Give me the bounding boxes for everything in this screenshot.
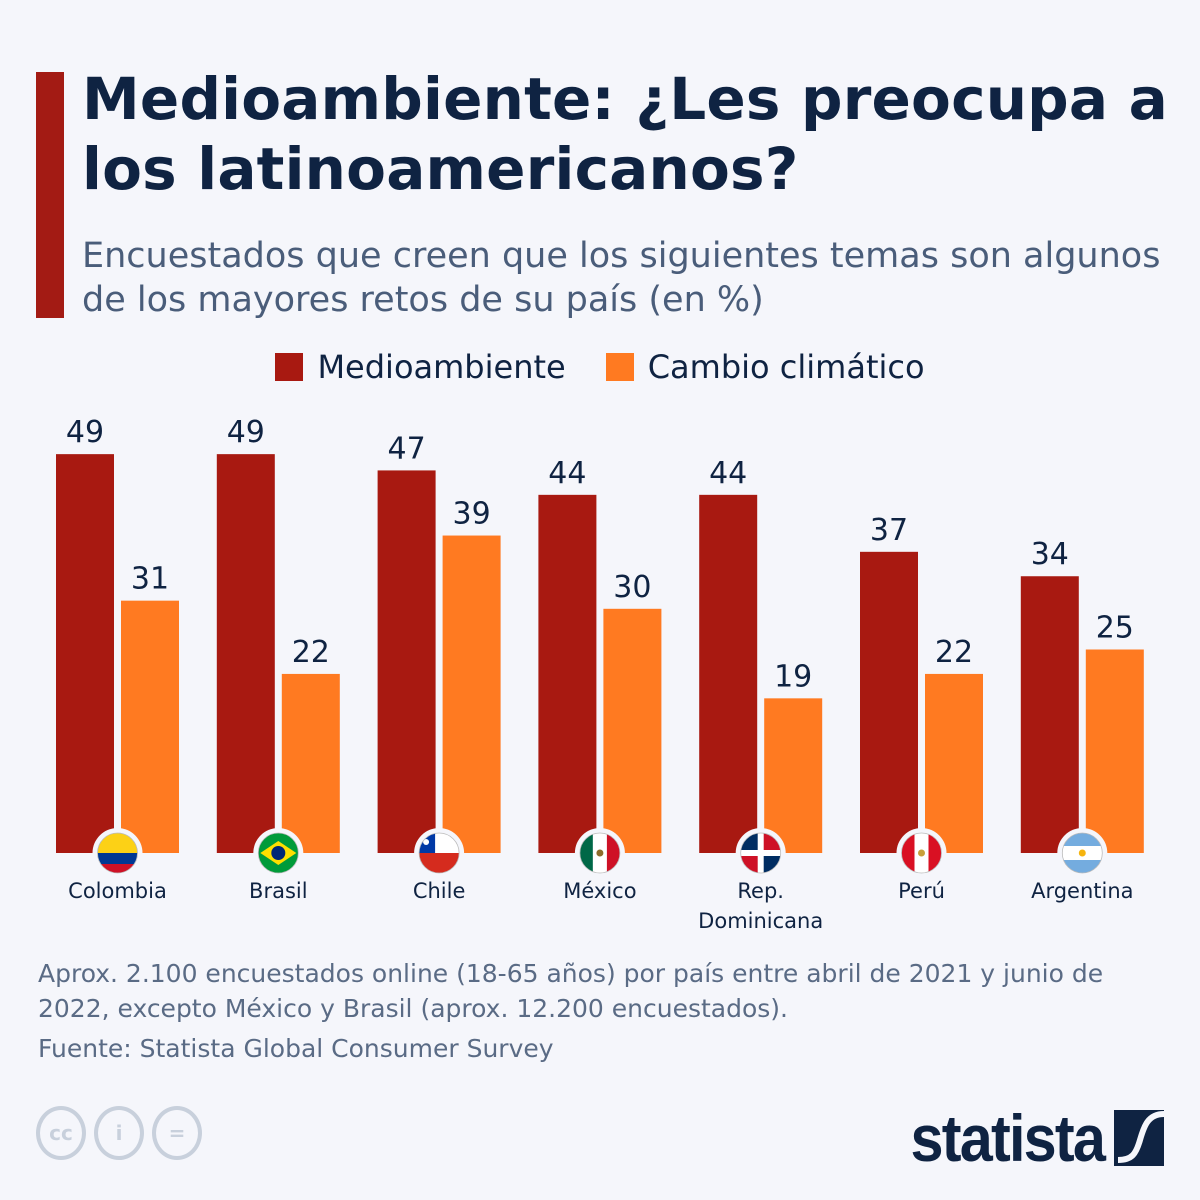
bar-chart: 49 31 Colombia 49 22 Brasil 47 39 Chile 44 30 Méxic…: [56, 415, 1144, 933]
mexico-flag-icon: [574, 828, 625, 878]
bar-cambio-climatico: [925, 673, 983, 853]
data-label: 49: [227, 415, 265, 450]
colombia-flag-icon: [92, 828, 143, 878]
legend-swatch: [275, 353, 304, 381]
no-derivatives-icon: =: [152, 1106, 202, 1160]
statista-logo-icon: [1114, 1110, 1164, 1166]
data-label: 47: [388, 431, 426, 466]
data-label: 31: [131, 562, 169, 597]
bar-medioambiente: [377, 470, 436, 853]
data-label: 19: [774, 659, 812, 694]
bar-cambio-climatico: [121, 600, 179, 853]
data-label: 37: [870, 513, 908, 548]
legend-item-medioambiente: Medioambiente: [275, 348, 566, 386]
legend-swatch: [605, 353, 634, 381]
logo-text: statista: [910, 1101, 1105, 1175]
accent-bar: [36, 72, 64, 318]
data-label: 25: [1096, 611, 1134, 646]
bar-cambio-climatico: [764, 698, 823, 853]
bar-medioambiente: [1020, 576, 1079, 853]
legend-label: Medioambiente: [317, 348, 566, 386]
attribution-icon: i: [94, 1106, 144, 1160]
bar-cambio-climatico: [281, 673, 340, 853]
category-label: Perú: [898, 879, 945, 903]
data-label: 34: [1031, 537, 1069, 572]
category-label: México: [563, 879, 636, 903]
dominican-republic-flag-icon: [735, 828, 786, 878]
data-label: 39: [453, 497, 491, 532]
bar-cambio-climatico: [603, 608, 662, 853]
category-label: Brasil: [249, 879, 308, 903]
data-label: 44: [709, 456, 747, 491]
bar-medioambiente: [699, 494, 758, 853]
category-label: Chile: [413, 879, 466, 903]
legend-label: Cambio climático: [647, 348, 925, 386]
brazil-flag-icon: [253, 828, 304, 878]
bar-medioambiente: [538, 494, 597, 853]
data-label: 49: [66, 415, 104, 450]
bar-cambio-climatico: [442, 535, 501, 853]
category-label: Colombia: [68, 879, 167, 903]
data-label: 22: [292, 635, 330, 670]
bar-medioambiente: [216, 454, 275, 853]
chart-title: Medioambiente: ¿Les preocupa a los latin…: [82, 65, 1168, 203]
argentina-flag-icon: [1057, 828, 1108, 878]
chart-subtitle: Encuestados que creen que los siguientes…: [82, 236, 1161, 320]
cc-icon: cc: [36, 1106, 86, 1160]
data-label: 22: [935, 635, 973, 670]
bar-medioambiente: [56, 454, 114, 853]
legend: Medioambiente Cambio climático: [0, 348, 1200, 386]
license-icons: cc i =: [36, 1106, 202, 1160]
legend-item-cambio-climatico: Cambio climático: [605, 348, 925, 386]
footnote: Aprox. 2.100 encuestados online (18-65 a…: [38, 959, 1104, 1023]
category-label: Rep. Dominicana: [698, 879, 823, 933]
chile-flag-icon: [414, 828, 465, 878]
bar-medioambiente: [860, 551, 918, 853]
category-label: Argentina: [1031, 879, 1133, 903]
data-label: 44: [548, 456, 586, 491]
statista-logo: statista: [889, 1100, 1164, 1176]
peru-flag-icon: [896, 828, 947, 878]
source: Fuente: Statista Global Consumer Survey: [38, 1034, 554, 1063]
data-label: 30: [613, 570, 651, 605]
bar-cambio-climatico: [1085, 649, 1144, 853]
